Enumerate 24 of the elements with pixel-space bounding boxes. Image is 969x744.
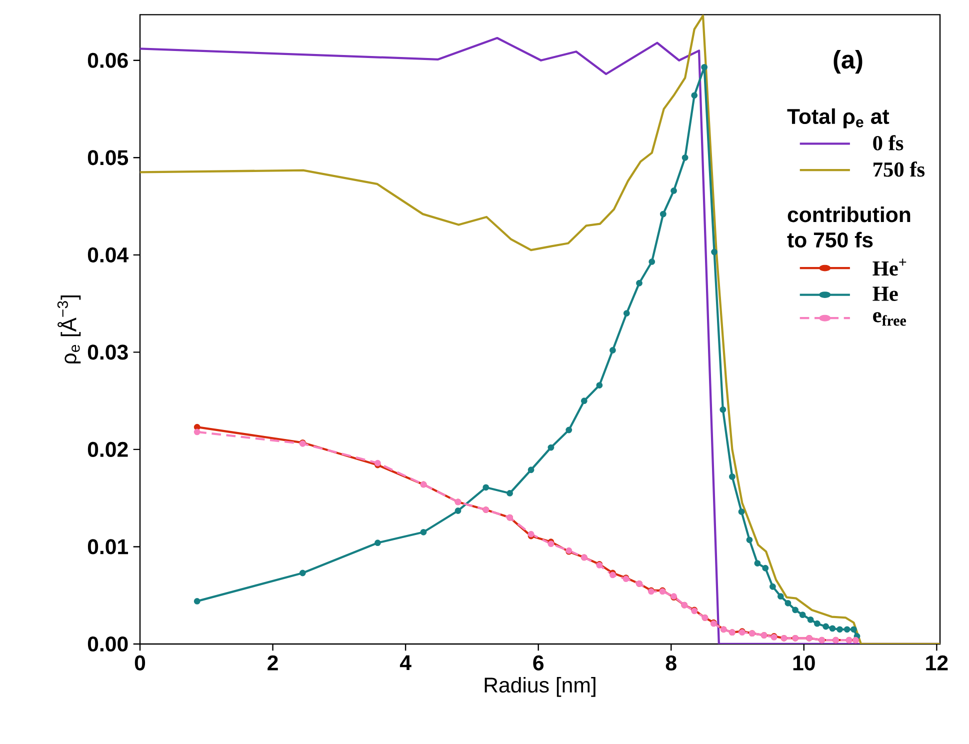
- annotation: contribution to 750 fs: [787, 206, 910, 248]
- legend-label: e$_{free}$: [873, 312, 906, 326]
- y-tick-label: 0.01: [88, 539, 128, 554]
- x-tick-label: 8: [666, 655, 676, 670]
- y-axis-title: ρ$_{e}$ [Å$^{−3}$]: [57, 295, 81, 364]
- x-tick-label: 4: [400, 655, 412, 670]
- y-tick-label: 0.02: [88, 442, 128, 458]
- y-tick-label: 0.00: [88, 636, 128, 652]
- x-axis-title: Radius [nm]: [484, 676, 596, 697]
- legend-label: He: [872, 286, 898, 301]
- legend-title: Total ρ$_{e}$ at: [787, 108, 890, 128]
- legend-label: He$^{+}$: [872, 258, 906, 276]
- y-tick-label: 0.03: [88, 344, 128, 360]
- x-tick-label: 10: [793, 655, 815, 670]
- y-tick-label: 0.06: [88, 52, 128, 68]
- y-tick-label: 0.05: [88, 150, 128, 166]
- x-tick-label: 6: [533, 655, 544, 670]
- legend-label: 0 fs: [873, 135, 904, 150]
- legend-label: 750 fs: [874, 162, 925, 177]
- annotation: (a): [834, 50, 862, 74]
- x-tick-label: 12: [926, 655, 948, 670]
- y-tick-label: 0.04: [88, 247, 129, 262]
- x-tick-label: 2: [268, 655, 278, 670]
- x-tick-label: 0: [134, 655, 146, 670]
